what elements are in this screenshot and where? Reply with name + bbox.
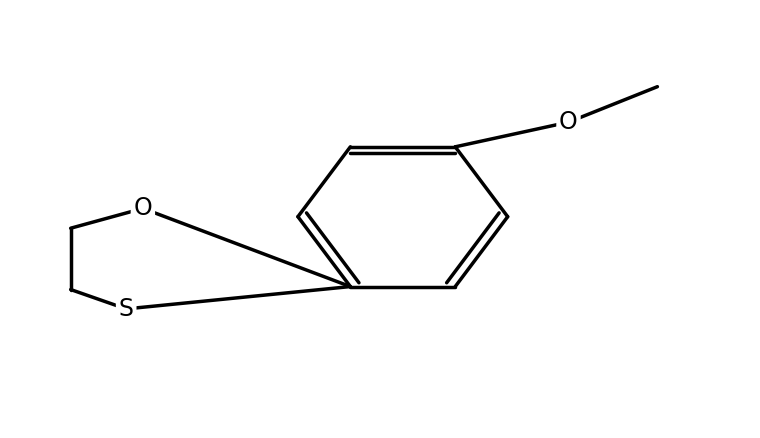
Text: O: O: [134, 196, 152, 220]
Text: O: O: [559, 110, 578, 134]
Text: S: S: [119, 297, 134, 321]
